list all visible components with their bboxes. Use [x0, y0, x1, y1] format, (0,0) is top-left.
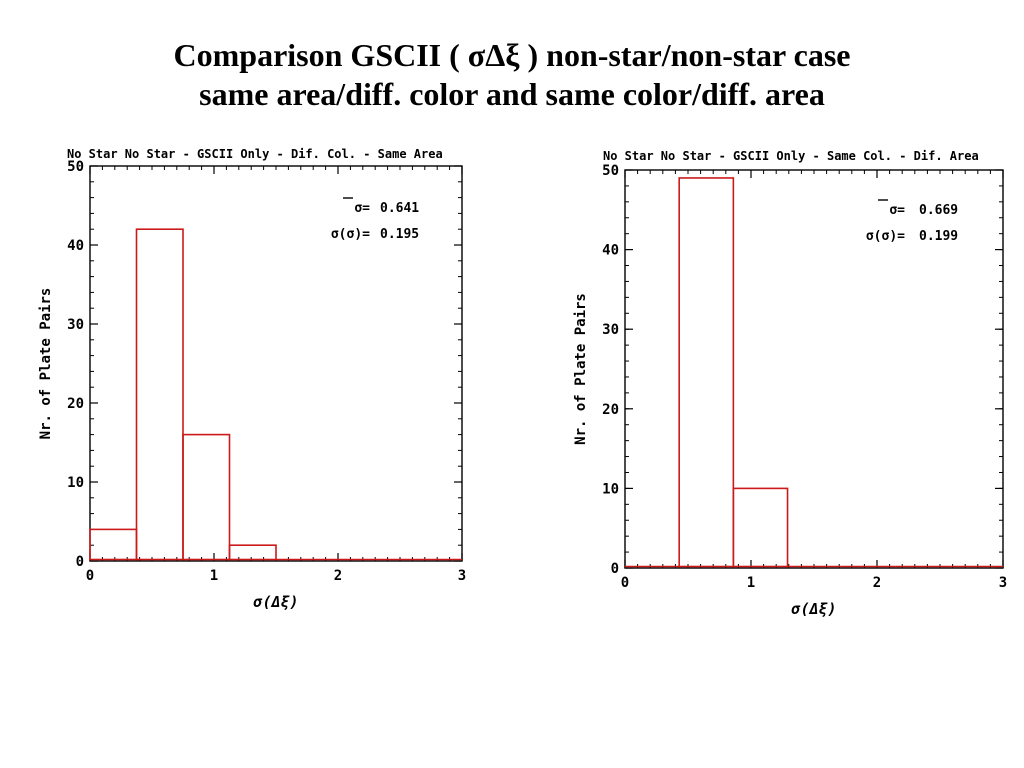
slide-title: Comparison GSCII ( σΔξ ) non-star/non-st…: [0, 36, 1024, 114]
histogram-plot-left: No Star No Star - GSCII Only - Dif. Col.…: [30, 138, 490, 618]
x-axis-label: σ(Δξ): [252, 593, 298, 611]
y-axis-label: Nr. of Plate Pairs: [38, 288, 54, 440]
stat-value: 0.195: [380, 227, 419, 242]
x-tick-label: 1: [747, 575, 755, 591]
y-axis-label: Nr. of Plate Pairs: [573, 293, 589, 445]
y-tick-label: 10: [67, 475, 84, 491]
stat-label: σ(σ)=: [866, 229, 905, 244]
stat-label: σ=: [354, 201, 370, 216]
x-tick-label: 2: [334, 568, 342, 584]
histogram-svg-left: No Star No Star - GSCII Only - Dif. Col.…: [38, 147, 466, 611]
y-tick-label: 30: [602, 322, 619, 338]
histogram-bar: [678, 177, 735, 568]
histogram-bar: [732, 487, 789, 568]
x-tick-label: 2: [873, 575, 881, 591]
slide-title-line-2: same area/diff. color and same color/dif…: [199, 76, 825, 112]
histogram-bar: [89, 528, 138, 561]
y-tick-label: 30: [67, 317, 84, 333]
x-tick-label: 0: [621, 575, 629, 591]
x-tick-label: 1: [210, 568, 218, 584]
y-tick-label: 20: [602, 402, 619, 418]
y-tick-label: 0: [76, 554, 84, 570]
y-tick-label: 10: [602, 481, 619, 497]
histogram-bar: [182, 433, 231, 561]
stat-value: 0.669: [919, 203, 958, 218]
slide-title-line-1: Comparison GSCII ( σΔξ ) non-star/non-st…: [173, 37, 851, 73]
y-tick-label: 40: [602, 243, 619, 259]
stat-label: σ(σ)=: [331, 227, 370, 242]
x-axis-label: σ(Δξ): [790, 600, 836, 618]
x-tick-label: 3: [458, 568, 466, 584]
histogram-plot-right: No Star No Star - GSCII Only - Same Col.…: [565, 138, 1024, 618]
y-tick-label: 20: [67, 396, 84, 412]
x-tick-label: 3: [999, 575, 1007, 591]
stat-label: σ=: [889, 203, 905, 218]
plot-frame: [89, 165, 463, 562]
x-tick-label: 0: [86, 568, 94, 584]
histogram-bar: [135, 228, 184, 561]
plot-title: No Star No Star - GSCII Only - Same Col.…: [603, 149, 979, 163]
histogram-bar: [228, 544, 277, 561]
y-tick-label: 40: [67, 238, 84, 254]
y-tick-label: 0: [611, 561, 619, 577]
stat-value: 0.199: [919, 229, 958, 244]
y-tick-label: 50: [602, 163, 619, 179]
plot-title: No Star No Star - GSCII Only - Dif. Col.…: [67, 147, 443, 161]
histogram-svg-right: No Star No Star - GSCII Only - Same Col.…: [573, 149, 1007, 618]
stat-value: 0.641: [380, 201, 419, 216]
y-tick-label: 50: [67, 159, 84, 175]
